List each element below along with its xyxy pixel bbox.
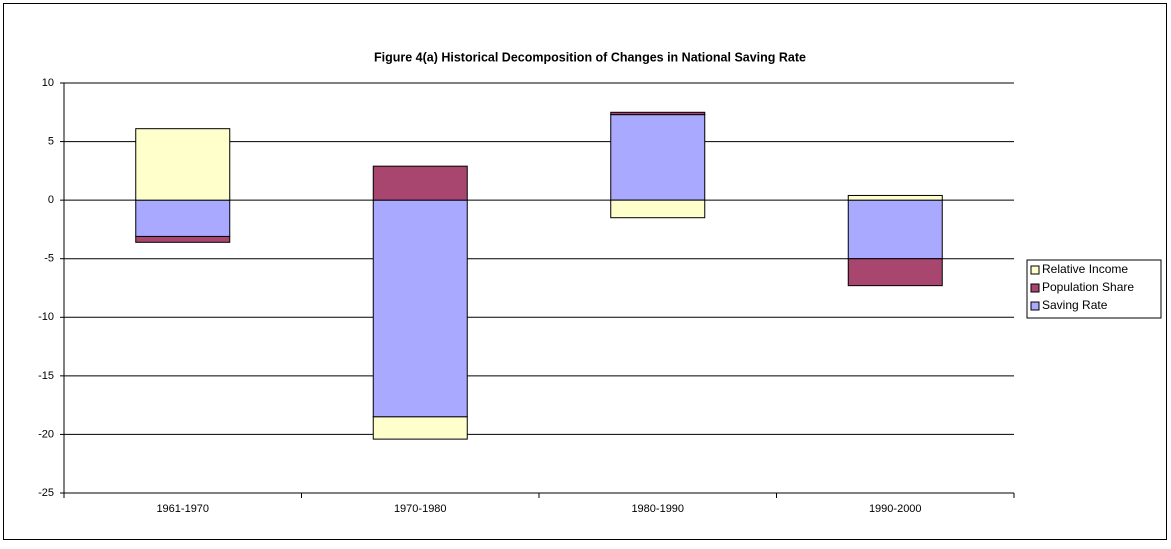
x-tick-label: 1961-1970 [156,503,209,515]
legend-swatch [1030,265,1040,275]
legend-box [1026,259,1162,319]
y-tick-label: 10 [42,77,54,89]
chart-border [3,3,1167,540]
legend-label: Saving Rate [1042,298,1108,312]
y-tick-label: -10 [38,311,54,323]
y-tick-label: 0 [48,194,54,206]
bar-segment [847,258,943,287]
bar-segment [372,416,468,440]
x-tick-label: 1980-1990 [631,503,684,515]
y-tick-label: -20 [38,428,54,440]
bar-segment [135,235,231,243]
legend-label: Relative Income [1042,262,1128,276]
bar-segment [372,199,468,418]
bar-segment [610,114,706,201]
bar-segment [847,199,943,260]
bar-segment [610,111,706,116]
bar-segment [610,199,706,219]
legend-label: Population Share [1042,280,1134,294]
y-tick-label: -5 [44,253,54,265]
bar-segment [372,165,468,201]
x-tick-label: 1970-1980 [394,503,447,515]
y-tick-label: -25 [38,487,54,499]
legend-swatch [1030,283,1040,293]
x-tick-label: 1990-2000 [869,503,922,515]
y-tick-label: -15 [38,370,54,382]
legend-swatch [1030,301,1040,311]
chart-title: Figure 4(a) Historical Decomposition of … [374,50,806,64]
bar-segment [135,199,231,237]
bar-segment [847,194,943,201]
bar-segment [135,128,231,201]
y-tick-label: 5 [48,135,54,147]
